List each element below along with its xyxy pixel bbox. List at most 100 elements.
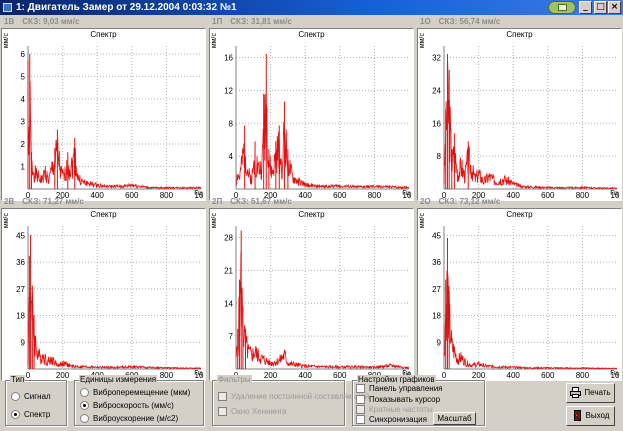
show-cursor-checkbox[interactable]: Показывать курсор (356, 395, 440, 405)
signal-radio[interactable]: Сигнал (11, 392, 51, 402)
y-tick-label: 9 (437, 338, 442, 347)
maximize-button[interactable]: □ (594, 1, 607, 14)
scale-button[interactable]: Масштаб (433, 412, 476, 425)
y-tick-label: 45 (16, 231, 25, 240)
y-tick-label: 16 (432, 119, 441, 128)
x-tick-label: 200 (56, 191, 70, 200)
x-tick-label: 10 (195, 191, 204, 200)
rms-value: СКЗ: 9,03 мм/с (22, 17, 80, 26)
spectrum-chart[interactable]: 7142128020040060080010 (210, 209, 415, 382)
chart-frame[interactable]: 8 16 24 32 0 200 400 600 800 10 Спектр мм/с Гц (417, 28, 622, 201)
y-tick-label: 18 (16, 312, 25, 321)
spectrum-panel[interactable]: 1В СКЗ: 9,03 мм/с 1 2 3 4 5 6 0 200 400 600 800 10 Спе… (1, 17, 206, 201)
spectrum-chart[interactable]: 4 8 12 16 0 200 400 600 800 10 (210, 29, 415, 202)
exit-button[interactable]: Выход (566, 406, 615, 426)
x-tick-label: 400 (299, 191, 313, 200)
y-tick-label: 27 (432, 285, 441, 294)
window-titlebar[interactable]: 1: Двигатель Замер от 29.12.2004 0:03:32… (0, 0, 623, 15)
chart-settings-title: Настройки графиков (357, 375, 436, 384)
spectrum-panel[interactable]: 1О СКЗ: 56,74 мм/с 8 16 24 32 0 200 400 600 800 10 С… (417, 17, 622, 201)
x-axis-unit-label: Гц (402, 190, 410, 197)
exit-door-icon (573, 410, 581, 421)
x-tick-label: 10 (403, 191, 412, 200)
hanning-checkbox[interactable]: Окно Хеннинга (218, 407, 287, 417)
sync-checkbox[interactable]: Синхронизация (356, 415, 427, 425)
checkbox-icon (356, 415, 365, 424)
checkbox-icon (356, 405, 365, 414)
language-indicator-icon[interactable] (548, 1, 576, 14)
radio-icon (80, 414, 89, 423)
channel-header: 1П СКЗ: 31,81 мм/с (209, 17, 292, 28)
type-group: Тип Сигнал Спектр (5, 375, 67, 426)
rms-value: СКЗ: 51,67 мм/с (230, 197, 292, 206)
x-tick-label: 0 (442, 371, 447, 380)
harmonics-checkbox[interactable]: Кратные частоты (356, 405, 433, 415)
spectrum-panel[interactable]: 2О СКЗ: 73,12 мм/с 9 18 27 36 45 0 200 400 600 800 1… (417, 197, 622, 381)
channel-header: 2В СКЗ: 71,27 мм/с (1, 197, 84, 208)
close-button[interactable]: × (608, 1, 621, 14)
chart-frame[interactable]: 4 8 12 16 0 200 400 600 800 10 Спектр мм/с Гц (209, 28, 414, 201)
printer-icon (570, 387, 582, 398)
y-tick-label: 5 (21, 72, 26, 81)
chart-settings-group: Настройки графиков Панель управления Пок… (352, 375, 485, 426)
spectrum-chart[interactable]: 8 16 24 32 0 200 400 600 800 10 (418, 29, 623, 202)
x-tick-label: 600 (333, 191, 347, 200)
rms-value: СКЗ: 56,74 мм/с (438, 17, 501, 26)
x-axis-unit-label: Гц (402, 370, 410, 377)
chart-title: Спектр (506, 30, 533, 39)
type-group-title: Тип (10, 375, 26, 384)
y-axis-unit-label: мм/с (3, 33, 10, 49)
y-tick-label: 18 (432, 312, 441, 321)
displacement-radio[interactable]: Виброперемещение (мкм) (80, 388, 190, 398)
spectrum-series-line (443, 270, 618, 370)
radio-icon (80, 388, 89, 397)
checkbox-icon (356, 395, 365, 404)
y-tick-label: 8 (437, 152, 442, 161)
y-tick-label: 9 (21, 338, 26, 347)
y-tick-label: 28 (224, 234, 233, 243)
y-tick-label: 36 (16, 258, 25, 267)
y-axis-unit-label: мм/с (3, 213, 10, 229)
y-axis-unit-label: мм/с (419, 33, 426, 49)
x-tick-label: 200 (56, 371, 70, 380)
spectrum-series-line (235, 93, 410, 190)
chart-frame[interactable]: 7142128020040060080010Спектрмм/сГц (209, 208, 414, 381)
radio-selected-icon (11, 410, 20, 419)
print-button[interactable]: Печать (566, 383, 615, 403)
x-tick-label: 0 (26, 191, 31, 200)
rms-value: СКЗ: 31,81 мм/с (230, 17, 292, 26)
channel-label: 2О (420, 197, 431, 206)
x-tick-label: 800 (160, 191, 174, 200)
y-tick-label: 24 (432, 86, 441, 95)
x-tick-label: 10 (611, 371, 620, 380)
control-panel-checkbox[interactable]: Панель управления (356, 384, 443, 394)
x-tick-label: 400 (91, 191, 105, 200)
spectrum-chart[interactable]: 1 2 3 4 5 6 0 200 400 600 800 10 (2, 29, 207, 202)
velocity-radio[interactable]: Виброскорость (мм/с) (80, 401, 174, 411)
spectrum-panel[interactable]: 1П СКЗ: 31,81 мм/с 4 8 12 16 0 200 400 600 800 10 Сп… (209, 17, 414, 201)
y-tick-label: 7 (229, 332, 234, 341)
y-tick-label: 45 (432, 231, 441, 240)
acceleration-radio[interactable]: Виброускорение (м/с2) (80, 414, 178, 424)
filters-group-title: Фильтры (217, 375, 252, 384)
y-tick-label: 6 (21, 50, 26, 59)
remove-dc-checkbox[interactable]: Удаление постоянной составляющей (218, 392, 369, 402)
chart-frame[interactable]: 1 2 3 4 5 6 0 200 400 600 800 10 Спектр мм/с Гц (1, 28, 206, 201)
y-tick-label: 4 (229, 152, 234, 161)
chart-title: Спектр (90, 30, 117, 39)
minimize-button[interactable]: _ (579, 1, 592, 14)
y-tick-label: 21 (224, 266, 233, 275)
y-axis-unit-label: мм/с (419, 213, 426, 229)
rms-value: СКЗ: 73,12 мм/с (438, 197, 501, 206)
spectrum-radio[interactable]: Спектр (11, 410, 50, 420)
filters-group: Фильтры Удаление постоянной составляющей… (212, 375, 369, 426)
spectrum-series-line (443, 61, 618, 190)
y-tick-label: 14 (224, 299, 233, 308)
y-tick-label: 8 (229, 119, 234, 128)
